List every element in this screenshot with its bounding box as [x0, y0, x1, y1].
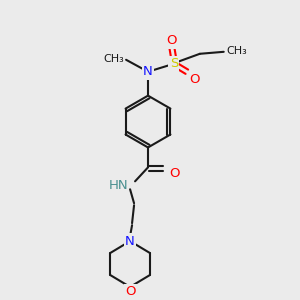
- Text: S: S: [170, 57, 178, 70]
- Text: N: N: [125, 235, 135, 248]
- Text: O: O: [190, 73, 200, 86]
- Text: HN: HN: [109, 179, 128, 192]
- Text: CH₃: CH₃: [103, 54, 124, 64]
- Text: O: O: [167, 34, 177, 47]
- Text: O: O: [125, 285, 135, 298]
- Text: O: O: [170, 167, 180, 180]
- Text: CH₃: CH₃: [227, 46, 248, 56]
- Text: N: N: [143, 65, 153, 78]
